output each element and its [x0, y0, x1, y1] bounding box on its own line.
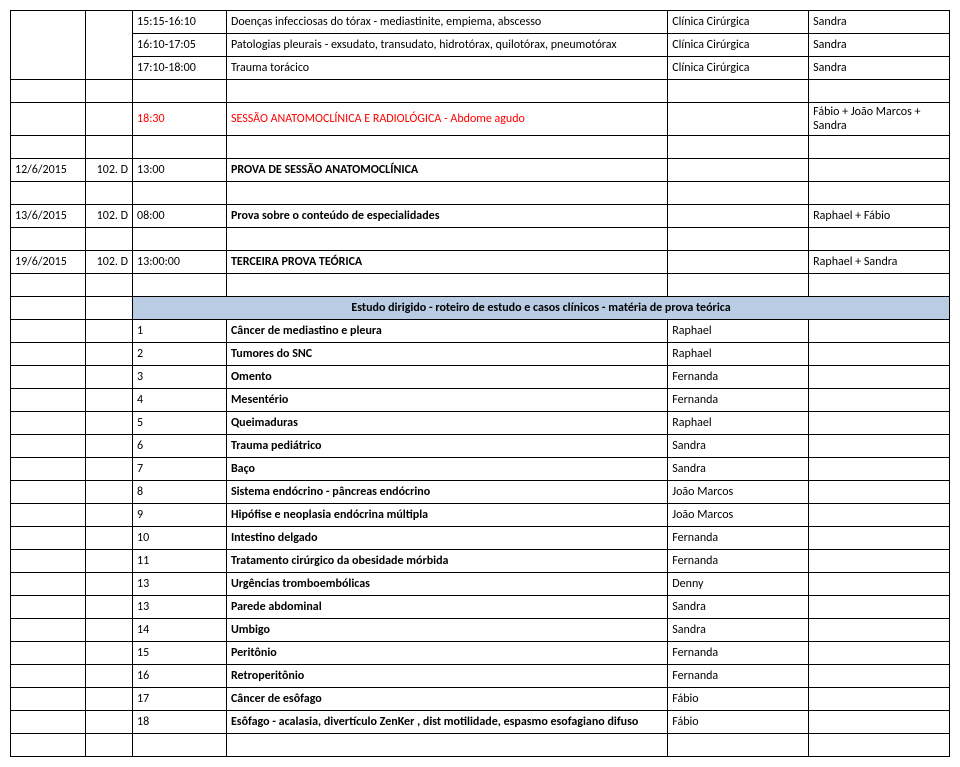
- time-cell: 15:15-16:10: [133, 11, 227, 34]
- exam-who: [809, 159, 950, 182]
- desc-cell: Trauma torácico: [226, 57, 667, 80]
- study-num: 16: [133, 665, 227, 688]
- study-topic: Urgências tromboembólicas: [226, 573, 667, 596]
- study-topic: Queimaduras: [226, 412, 667, 435]
- study-num: 5: [133, 412, 227, 435]
- study-topic: Omento: [226, 366, 667, 389]
- study-topic: Umbigo: [226, 619, 667, 642]
- study-who: Fernanda: [668, 389, 809, 412]
- study-num: 4: [133, 389, 227, 412]
- place-cell: Clínica Cirúrgica: [668, 11, 809, 34]
- study-who: Sandra: [668, 619, 809, 642]
- who-cell: Sandra: [809, 57, 950, 80]
- session-who: Fábio + João Marcos + Sandra: [809, 103, 950, 136]
- study-num: 11: [133, 550, 227, 573]
- study-num: 6: [133, 435, 227, 458]
- exam-who: Raphael + Fábio: [809, 205, 950, 228]
- blank-cell: [86, 297, 133, 320]
- study-topic: Intestino delgado: [226, 527, 667, 550]
- study-num: 9: [133, 504, 227, 527]
- study-num: 8: [133, 481, 227, 504]
- study-who: Fábio: [668, 688, 809, 711]
- blank-cell: [11, 34, 86, 57]
- exam-code: 102. D: [86, 251, 133, 274]
- place-cell: Clínica Cirúrgica: [668, 34, 809, 57]
- study-who: Fábio: [668, 711, 809, 734]
- study-topic: Esôfago - acalasia, divertículo ZenKer ,…: [226, 711, 667, 734]
- blank-cell: [11, 11, 86, 34]
- study-topic: Câncer de mediastino e pleura: [226, 320, 667, 343]
- study-who: Denny: [668, 573, 809, 596]
- study-who: Sandra: [668, 596, 809, 619]
- study-who: João Marcos: [668, 481, 809, 504]
- exam-date: 13/6/2015: [11, 205, 86, 228]
- study-who: Fernanda: [668, 665, 809, 688]
- study-num: 13: [133, 573, 227, 596]
- desc-cell: Doenças infecciosas do tórax - mediastin…: [226, 11, 667, 34]
- study-topic: Parede abdominal: [226, 596, 667, 619]
- exam-time: 13:00:00: [133, 251, 227, 274]
- study-who: Raphael: [668, 320, 809, 343]
- study-num: 2: [133, 343, 227, 366]
- study-who: João Marcos: [668, 504, 809, 527]
- exam-desc: Prova sobre o conteúdo de especialidades: [226, 205, 667, 228]
- desc-cell: Patologias pleurais - exsudato, transuda…: [226, 34, 667, 57]
- study-who: Fernanda: [668, 366, 809, 389]
- time-cell: 17:10-18:00: [133, 57, 227, 80]
- study-who: Fernanda: [668, 550, 809, 573]
- blank-cell: [86, 11, 133, 34]
- exam-code: 102. D: [86, 159, 133, 182]
- study-topic: Mesentério: [226, 389, 667, 412]
- schedule-table: 15:15-16:10Doenças infecciosas do tórax …: [10, 10, 950, 757]
- exam-desc: PROVA DE SESSÃO ANATOMOCLÍNICA: [226, 159, 667, 182]
- study-num: 15: [133, 642, 227, 665]
- session-time: 18:30: [133, 103, 227, 136]
- session-desc: SESSÃO ANATOMOCLÍNICA E RADIOLÓGICA - Ab…: [226, 103, 667, 136]
- exam-date: 19/6/2015: [11, 251, 86, 274]
- study-who: Raphael: [668, 412, 809, 435]
- who-cell: Sandra: [809, 34, 950, 57]
- study-topic: Baço: [226, 458, 667, 481]
- blank-cell: [11, 57, 86, 80]
- study-topic: Trauma pediátrico: [226, 435, 667, 458]
- study-num: 3: [133, 366, 227, 389]
- study-who: Sandra: [668, 435, 809, 458]
- exam-time: 08:00: [133, 205, 227, 228]
- exam-code: 102. D: [86, 205, 133, 228]
- study-who: Fernanda: [668, 642, 809, 665]
- study-who: Sandra: [668, 458, 809, 481]
- place-cell: Clínica Cirúrgica: [668, 57, 809, 80]
- study-num: 17: [133, 688, 227, 711]
- study-who: Raphael: [668, 343, 809, 366]
- blank-cell: [11, 297, 86, 320]
- study-num: 13: [133, 596, 227, 619]
- study-topic: Retroperitônio: [226, 665, 667, 688]
- study-num: 18: [133, 711, 227, 734]
- study-topic: Tumores do SNC: [226, 343, 667, 366]
- exam-date: 12/6/2015: [11, 159, 86, 182]
- study-num: 7: [133, 458, 227, 481]
- exam-time: 13:00: [133, 159, 227, 182]
- study-topic: Peritônio: [226, 642, 667, 665]
- study-topic: Hipófise e neoplasia endócrina múltipla: [226, 504, 667, 527]
- time-cell: 16:10-17:05: [133, 34, 227, 57]
- study-num: 14: [133, 619, 227, 642]
- who-cell: Sandra: [809, 11, 950, 34]
- section-header: Estudo dirigido - roteiro de estudo e ca…: [133, 297, 950, 320]
- exam-who: Raphael + Sandra: [809, 251, 950, 274]
- study-topic: Sistema endócrino - pâncreas endócrino: [226, 481, 667, 504]
- study-who: Fernanda: [668, 527, 809, 550]
- study-topic: Câncer de esôfago: [226, 688, 667, 711]
- study-num: 1: [133, 320, 227, 343]
- exam-desc: TERCEIRA PROVA TEÓRICA: [226, 251, 667, 274]
- study-num: 10: [133, 527, 227, 550]
- blank-cell: [86, 57, 133, 80]
- study-topic: Tratamento cirúrgico da obesidade mórbid…: [226, 550, 667, 573]
- blank-cell: [86, 34, 133, 57]
